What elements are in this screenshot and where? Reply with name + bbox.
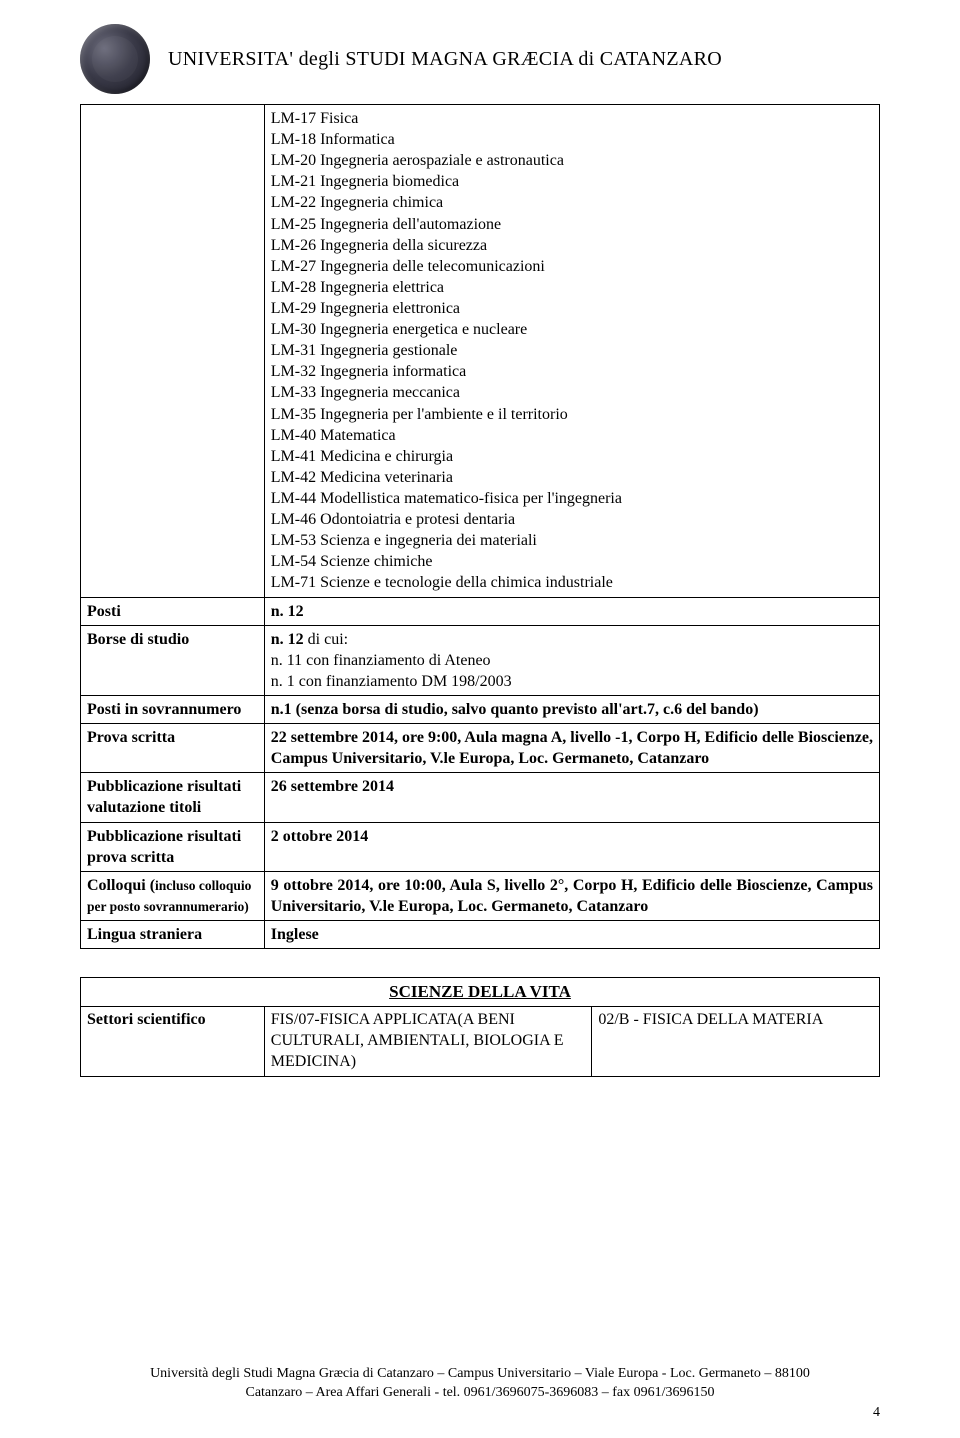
page-number: 4 bbox=[80, 1404, 880, 1422]
cell-val-borse: n. 12 di cui: n. 11 con finanziamento di… bbox=[264, 625, 879, 695]
cell-key-posti-sov: Posti in sovrannumero bbox=[81, 695, 265, 723]
borse-rest: di cui: bbox=[308, 631, 348, 648]
cell-key-lingua: Lingua straniera bbox=[81, 920, 265, 948]
borse-line3: n. 1 con finanziamento DM 198/2003 bbox=[271, 673, 512, 690]
cell-val-posti: n. 12 bbox=[264, 597, 879, 625]
degree-list-item: LM-29 Ingegneria elettronica bbox=[271, 298, 873, 319]
cell-key-pub-titoli: Pubblicazione risultati valutazione tito… bbox=[81, 773, 265, 822]
footer-line2: Catanzaro – Area Affari Generali - tel. … bbox=[80, 1384, 880, 1402]
degree-list: LM-17 FisicaLM-18 InformaticaLM-20 Ingeg… bbox=[271, 108, 873, 594]
degree-list-item: LM-40 Matematica bbox=[271, 425, 873, 446]
page-header: UNIVERSITA' degli STUDI MAGNA GRÆCIA di … bbox=[80, 24, 880, 94]
footer-line1: Università degli Studi Magna Græcia di C… bbox=[80, 1365, 880, 1383]
table-row: Settori scientifico FIS/07-FISICA APPLIC… bbox=[81, 1007, 880, 1076]
degree-list-item: LM-20 Ingegneria aerospaziale e astronau… bbox=[271, 150, 873, 171]
cell-settori-key: Settori scientifico bbox=[81, 1007, 265, 1076]
cell-key-borse: Borse di studio bbox=[81, 625, 265, 695]
table-row: SCIENZE DELLA VITA bbox=[81, 978, 880, 1007]
table-row: Borse di studio n. 12 di cui: n. 11 con … bbox=[81, 625, 880, 695]
cell-val-prova-scritta: 22 settembre 2014, ore 9:00, Aula magna … bbox=[264, 724, 879, 773]
table-row: Pubblicazione risultati valutazione tito… bbox=[81, 773, 880, 822]
colloqui-key-main: Colloqui ( bbox=[87, 877, 155, 894]
degree-list-item: LM-53 Scienza e ingegneria dei materiali bbox=[271, 530, 873, 551]
cell-key-pub-prova: Pubblicazione risultati prova scritta bbox=[81, 822, 265, 871]
table-row: Prova scritta 22 settembre 2014, ore 9:0… bbox=[81, 724, 880, 773]
degree-list-item: LM-18 Informatica bbox=[271, 129, 873, 150]
bottom-table: SCIENZE DELLA VITA Settori scientifico F… bbox=[80, 977, 880, 1076]
cell-val-lingua: Inglese bbox=[264, 920, 879, 948]
table-row: Colloqui (incluso colloquio per posto so… bbox=[81, 871, 880, 920]
section-title: SCIENZE DELLA VITA bbox=[81, 978, 880, 1007]
table-row: Posti n. 12 bbox=[81, 597, 880, 625]
degree-list-item: LM-32 Ingegneria informatica bbox=[271, 361, 873, 382]
borse-n: n. 12 bbox=[271, 631, 308, 648]
university-seal-icon bbox=[80, 24, 150, 94]
degree-list-item: LM-27 Ingegneria delle telecomunicazioni bbox=[271, 256, 873, 277]
cell-val-posti-sov: n.1 (senza borsa di studio, salvo quanto… bbox=[264, 695, 879, 723]
degree-list-item: LM-31 Ingegneria gestionale bbox=[271, 340, 873, 361]
degree-list-item: LM-26 Ingegneria della sicurezza bbox=[271, 235, 873, 256]
degree-list-item: LM-41 Medicina e chirurgia bbox=[271, 446, 873, 467]
degree-list-item: LM-46 Odontoiatria e protesi dentaria bbox=[271, 509, 873, 530]
degree-list-item: LM-17 Fisica bbox=[271, 108, 873, 129]
degree-list-item: LM-22 Ingegneria chimica bbox=[271, 192, 873, 213]
degree-list-item: LM-21 Ingegneria biomedica bbox=[271, 171, 873, 192]
degree-list-item: LM-71 Scienze e tecnologie della chimica… bbox=[271, 572, 873, 593]
cell-key-colloqui: Colloqui (incluso colloquio per posto so… bbox=[81, 871, 265, 920]
degree-list-item: LM-33 Ingegneria meccanica bbox=[271, 382, 873, 403]
degree-list-item: LM-42 Medicina veterinaria bbox=[271, 467, 873, 488]
cell-settori-val1: FIS/07-FISICA APPLICATA(A BENI CULTURALI… bbox=[264, 1007, 592, 1076]
cell-val-colloqui: 9 ottobre 2014, ore 10:00, Aula S, livel… bbox=[264, 871, 879, 920]
degree-list-item: LM-35 Ingegneria per l'ambiente e il ter… bbox=[271, 404, 873, 425]
table-row: Lingua straniera Inglese bbox=[81, 920, 880, 948]
page: UNIVERSITA' degli STUDI MAGNA GRÆCIA di … bbox=[0, 0, 960, 1438]
degree-list-item: LM-28 Ingegneria elettrica bbox=[271, 277, 873, 298]
cell-settori-val2: 02/B - FISICA DELLA MATERIA bbox=[592, 1007, 880, 1076]
page-footer: Università degli Studi Magna Græcia di C… bbox=[80, 1365, 880, 1422]
info-table: LM-17 FisicaLM-18 InformaticaLM-20 Ingeg… bbox=[80, 104, 880, 949]
borse-line2: n. 11 con finanziamento di Ateneo bbox=[271, 652, 491, 669]
table-row: Posti in sovrannumero n.1 (senza borsa d… bbox=[81, 695, 880, 723]
cell-degree-list: LM-17 FisicaLM-18 InformaticaLM-20 Ingeg… bbox=[264, 105, 879, 598]
cell-key-prova-scritta: Prova scritta bbox=[81, 724, 265, 773]
degree-list-item: LM-30 Ingegneria energetica e nucleare bbox=[271, 319, 873, 340]
cell-val-pub-titoli: 26 settembre 2014 bbox=[264, 773, 879, 822]
table-row: LM-17 FisicaLM-18 InformaticaLM-20 Ingeg… bbox=[81, 105, 880, 598]
cell-empty-key bbox=[81, 105, 265, 598]
degree-list-item: LM-54 Scienze chimiche bbox=[271, 551, 873, 572]
cell-val-pub-prova: 2 ottobre 2014 bbox=[264, 822, 879, 871]
university-title: UNIVERSITA' degli STUDI MAGNA GRÆCIA di … bbox=[168, 48, 722, 71]
degree-list-item: LM-25 Ingegneria dell'automazione bbox=[271, 214, 873, 235]
table-row: Pubblicazione risultati prova scritta 2 … bbox=[81, 822, 880, 871]
cell-key-posti: Posti bbox=[81, 597, 265, 625]
degree-list-item: LM-44 Modellistica matematico-fisica per… bbox=[271, 488, 873, 509]
